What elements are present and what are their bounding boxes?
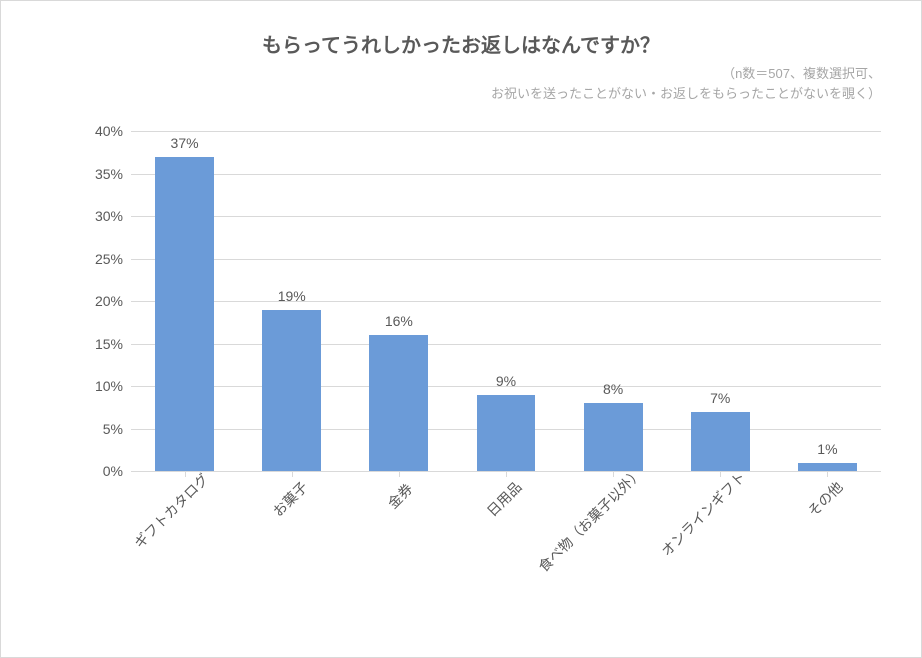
x-tick: [613, 471, 614, 477]
bar: 9%: [477, 395, 536, 472]
bar: 1%: [798, 463, 857, 472]
bar-slot: 8%: [560, 131, 667, 471]
bar-slot: 37%: [131, 131, 238, 471]
bar-value-label: 37%: [171, 135, 199, 151]
bar: 37%: [155, 157, 214, 472]
x-label-slot: 食べ物（お菓子以外）: [560, 471, 667, 601]
bar-value-label: 7%: [710, 390, 730, 406]
y-tick-label: 35%: [95, 166, 123, 182]
x-tick: [506, 471, 507, 477]
bar-slot: 7%: [667, 131, 774, 471]
x-tick: [185, 471, 186, 477]
bar: 16%: [369, 335, 428, 471]
bar-slot: 16%: [345, 131, 452, 471]
x-label-slot: その他: [774, 471, 881, 601]
x-label-slot: お菓子: [238, 471, 345, 601]
x-label-slot: 日用品: [452, 471, 559, 601]
bar: 8%: [584, 403, 643, 471]
bar-value-label: 16%: [385, 313, 413, 329]
bars-group: 37% 19% 16% 9% 8% 7% 1%: [131, 131, 881, 471]
x-tick: [720, 471, 721, 477]
x-label-slot: 金券: [345, 471, 452, 601]
y-tick-label: 40%: [95, 123, 123, 139]
x-category-label: 金券: [383, 479, 417, 513]
y-tick-label: 15%: [95, 336, 123, 352]
x-tick: [399, 471, 400, 477]
y-tick-label: 10%: [95, 378, 123, 394]
chart-subtitle: （n数＝507、複数選択可、 お祝いを送ったことがない・お返しをもらったことがな…: [31, 64, 891, 103]
y-tick-label: 20%: [95, 293, 123, 309]
bar-slot: 9%: [452, 131, 559, 471]
x-category-label: その他: [804, 477, 848, 521]
y-tick-label: 0%: [103, 463, 123, 479]
x-category-label: ギフトカタログ: [129, 469, 212, 552]
bar-value-label: 8%: [603, 381, 623, 397]
bar: 19%: [262, 310, 321, 472]
bar-value-label: 1%: [817, 441, 837, 457]
x-label-slot: ギフトカタログ: [131, 471, 238, 601]
y-tick-label: 5%: [103, 421, 123, 437]
y-tick-label: 30%: [95, 208, 123, 224]
bar-value-label: 19%: [278, 288, 306, 304]
chart-title: もらってうれしかったお返しはなんですか？: [31, 29, 891, 58]
x-category-label: 日用品: [482, 477, 526, 521]
x-category-label: お菓子: [268, 477, 312, 521]
chart-container: もらってうれしかったお返しはなんですか？ （n数＝507、複数選択可、 お祝いを…: [0, 0, 922, 658]
subtitle-line2: お祝いを送ったことがない・お返しをもらったことがないを覗く）: [491, 86, 881, 101]
subtitle-line1: （n数＝507、複数選択可、: [722, 66, 881, 81]
x-tick: [292, 471, 293, 477]
bar-slot: 1%: [774, 131, 881, 471]
bar-slot: 19%: [238, 131, 345, 471]
x-tick: [827, 471, 828, 477]
x-axis-labels: ギフトカタログ お菓子 金券 日用品食べ物（お菓子以外）オンラインギフトその他: [131, 471, 881, 601]
bar: 7%: [691, 412, 750, 472]
x-category-label: オンラインギフト: [657, 467, 750, 560]
y-tick-label: 25%: [95, 251, 123, 267]
x-label-slot: オンラインギフト: [667, 471, 774, 601]
plot-area: 0%5%10%15%20%25%30%35%40% 37%19%16%9%8%7…: [81, 131, 881, 471]
y-axis: 0%5%10%15%20%25%30%35%40%: [81, 131, 131, 471]
bar-value-label: 9%: [496, 373, 516, 389]
